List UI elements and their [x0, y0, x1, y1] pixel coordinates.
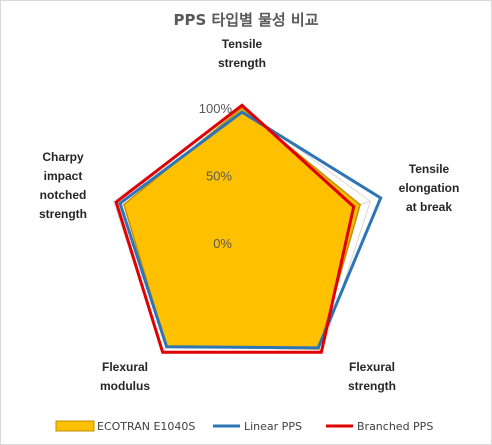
axis-label-1: Tensile elongation at break: [399, 162, 460, 214]
legend-swatch: [55, 420, 95, 432]
axis-label-3: Flexural modulus: [100, 360, 150, 393]
axis-label-2: Flexural strength: [348, 360, 396, 393]
tick-label: 50%: [206, 169, 232, 184]
legend: ECOTRAN E1040S Linear PPS Branched PPS: [55, 420, 433, 433]
legend-label: Branched PPS: [357, 420, 433, 433]
legend-label: Linear PPS: [244, 420, 302, 433]
chart-title: PPS 타입별 물성 비교: [173, 11, 318, 29]
legend-label: ECOTRAN E1040S: [97, 420, 195, 433]
series-1: [118, 110, 383, 350]
legend-item-1: Linear PPS: [213, 420, 302, 433]
tick-labels: 0% 50% 100%: [199, 101, 233, 251]
legend-item-2: Branched PPS: [326, 420, 433, 433]
series-2: [114, 103, 356, 354]
axis-labels: Tensile strength Tensile elongation at break…: [39, 37, 459, 393]
series-0: [123, 107, 361, 350]
legend-item-0: ECOTRAN E1040S: [55, 420, 195, 433]
axis-label-4: Charpy impact notched strength: [39, 150, 87, 221]
tick-label: 0%: [213, 236, 232, 251]
series-group: [114, 103, 383, 354]
tick-label: 100%: [199, 101, 233, 116]
axis-label-0: Tensile strength: [218, 37, 266, 70]
